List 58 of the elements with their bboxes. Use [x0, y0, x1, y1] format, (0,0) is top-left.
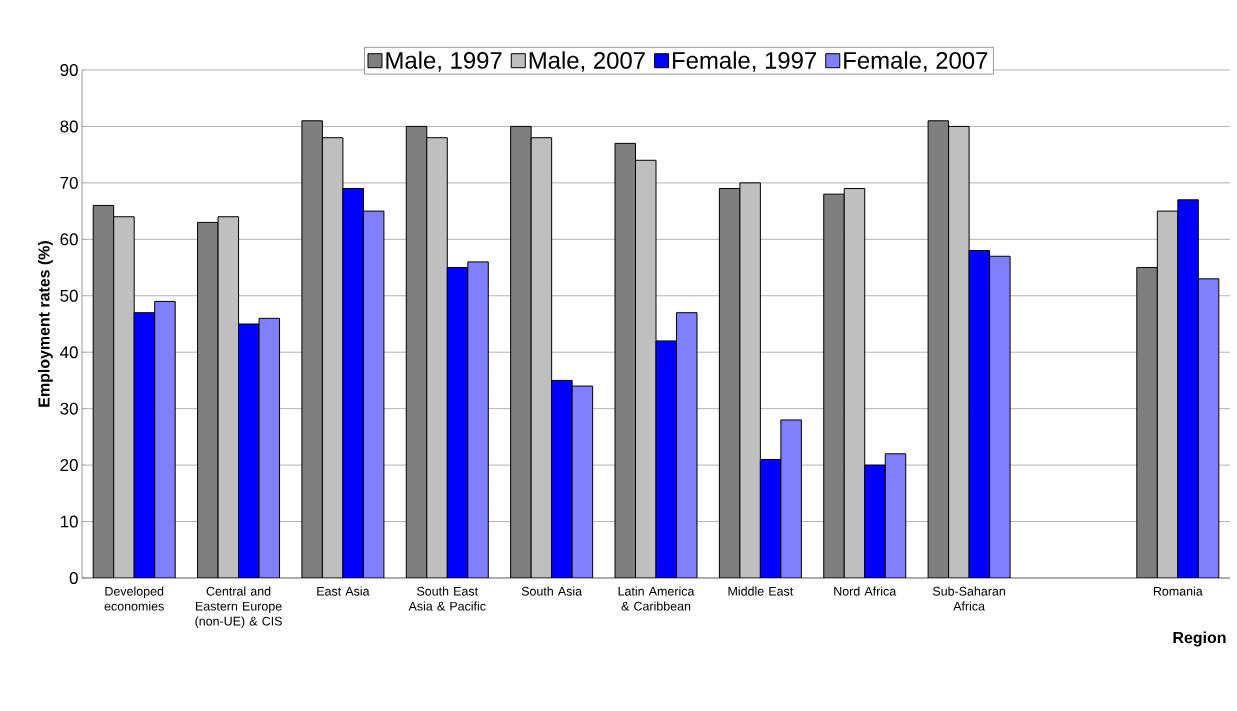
- bar: [989, 255, 1011, 578]
- bar: [843, 188, 866, 578]
- bar: [133, 312, 156, 578]
- y-axis-title: Employment rates (%): [37, 241, 53, 407]
- y-tick-label: 10: [60, 515, 78, 528]
- bar: [258, 317, 281, 578]
- x-tick-label: South Asia: [521, 586, 583, 596]
- x-tick-label: Latin America & Caribbean: [618, 586, 695, 611]
- bar: [342, 188, 364, 578]
- bar: [113, 216, 135, 578]
- y-tick-label: 0: [69, 571, 78, 584]
- x-tick-label: Central and Eastern Europe (non-UE) & CIS: [195, 586, 282, 628]
- x-tick-label: Romania: [1153, 586, 1203, 596]
- bar: [154, 300, 176, 578]
- y-tick-label: 70: [60, 176, 78, 189]
- bar: [321, 137, 344, 578]
- bar: [739, 182, 761, 578]
- y-tick-label: 30: [60, 402, 78, 415]
- legend-label: Female, 1997: [673, 51, 817, 72]
- bar: [217, 216, 240, 578]
- bar: [676, 312, 698, 578]
- bar: [655, 340, 678, 578]
- y-tick-label: 50: [60, 289, 78, 302]
- bar: [362, 210, 385, 578]
- bar: [1177, 199, 1199, 578]
- legend-label: Male, 2007: [529, 51, 645, 72]
- bar: [571, 385, 594, 578]
- x-tick-label: Sub-Saharan Africa: [932, 586, 1005, 611]
- bar: [884, 453, 907, 578]
- bar: [864, 464, 886, 578]
- x-tick-label: South East Asia & Pacific: [408, 586, 486, 611]
- bar: [948, 125, 970, 578]
- legend-label: Female, 2007: [844, 51, 988, 72]
- bar: [635, 159, 657, 578]
- y-tick-label: 90: [60, 63, 78, 76]
- y-tick-label: 80: [60, 120, 78, 133]
- bar: [446, 267, 469, 578]
- x-tick-label: Middle East: [728, 586, 794, 596]
- bar: [1156, 210, 1179, 578]
- bar: [927, 120, 950, 578]
- bar: [968, 250, 991, 578]
- y-tick-label: 40: [60, 346, 78, 359]
- bar: [614, 142, 637, 578]
- x-tick-label: Developed economies: [104, 586, 164, 611]
- x-tick-label: East Asia: [317, 586, 370, 596]
- y-tick-label: 60: [60, 233, 78, 246]
- bar: [530, 137, 553, 578]
- y-tick-label: 20: [60, 459, 78, 472]
- x-tick-label: Nord Africa: [834, 586, 897, 596]
- bar: [426, 137, 448, 578]
- bar: [238, 323, 260, 578]
- x-axis-title: Region: [1173, 631, 1226, 647]
- bar: [467, 261, 489, 578]
- bar: [1197, 278, 1220, 578]
- bar: [759, 458, 782, 578]
- bar: [551, 379, 573, 578]
- bar: [780, 419, 802, 578]
- legend-label: Male, 1997: [386, 51, 502, 72]
